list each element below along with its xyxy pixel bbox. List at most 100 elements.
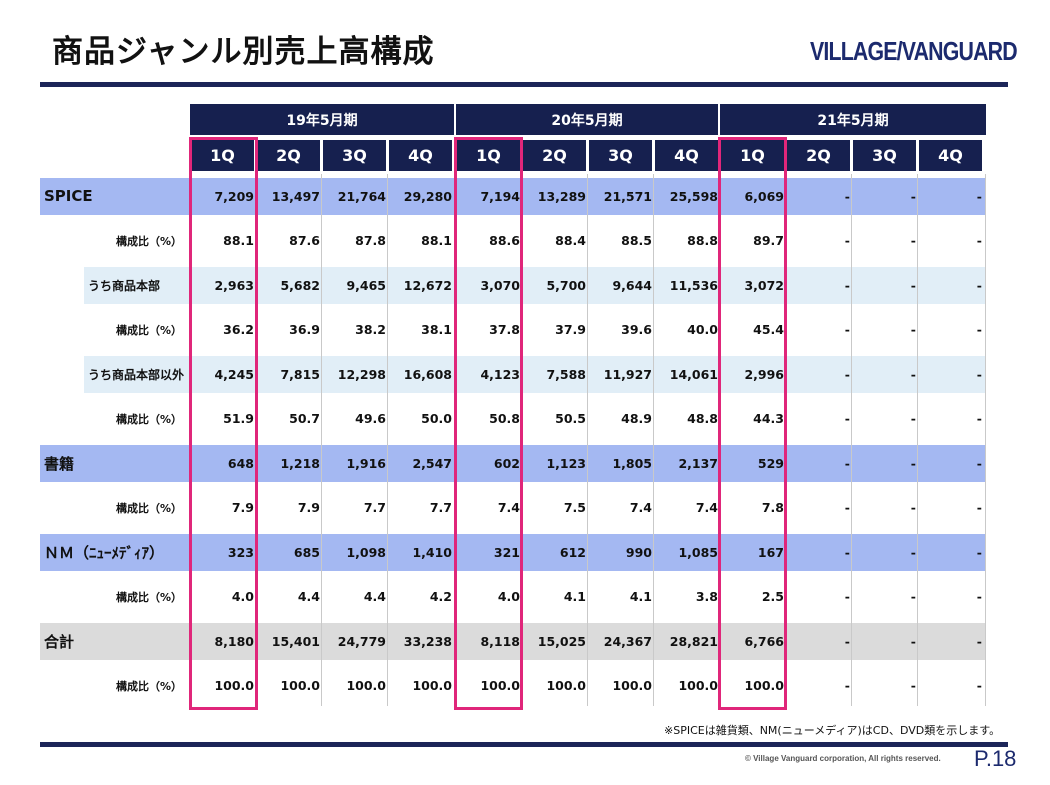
table-cell: 48.8 bbox=[687, 411, 718, 427]
table-cell: 88.4 bbox=[555, 233, 586, 249]
table-cell: 24,367 bbox=[603, 633, 652, 649]
table-cell: 7,209 bbox=[214, 188, 254, 204]
table-cell: - bbox=[976, 500, 982, 516]
table-cell: 15,401 bbox=[271, 633, 320, 649]
table-cell: 38.1 bbox=[421, 322, 452, 338]
row-band bbox=[40, 534, 986, 571]
table-cell: - bbox=[910, 322, 916, 338]
table-cell: - bbox=[910, 188, 916, 204]
table-cell: 100.0 bbox=[612, 678, 652, 694]
table-cell: 88.8 bbox=[687, 233, 718, 249]
column-separator bbox=[321, 174, 322, 706]
table-cell: 8,118 bbox=[480, 633, 520, 649]
table-cell: - bbox=[910, 633, 916, 649]
row-label: 書籍 bbox=[44, 454, 75, 473]
table-cell: 33,238 bbox=[403, 633, 452, 649]
table-cell: 24,779 bbox=[337, 633, 386, 649]
table-cell: - bbox=[844, 589, 850, 605]
table-cell: 100.0 bbox=[280, 678, 320, 694]
column-separator bbox=[387, 174, 388, 706]
table-cell: - bbox=[910, 277, 916, 293]
table-cell: 49.6 bbox=[355, 411, 386, 427]
table-cell: - bbox=[910, 589, 916, 605]
table-cell: 990 bbox=[625, 544, 652, 560]
column-separator bbox=[985, 174, 986, 706]
table-cell: 16,608 bbox=[403, 366, 452, 382]
table-cell: - bbox=[976, 277, 982, 293]
table-cell: 12,298 bbox=[337, 366, 386, 382]
table-cell: 100.0 bbox=[346, 678, 386, 694]
page-title: 商品ジャンル別売上高構成 bbox=[52, 34, 435, 70]
table-cell: 51.9 bbox=[223, 411, 254, 427]
table-cell: 6,069 bbox=[744, 188, 784, 204]
table-cell: 529 bbox=[757, 455, 784, 471]
year-header: 20年5月期 bbox=[456, 104, 718, 135]
quarter-header: 2Q bbox=[787, 140, 850, 171]
quarter-header: 2Q bbox=[523, 140, 586, 171]
quarter-header: 2Q bbox=[257, 140, 320, 171]
footnote: ※SPICEは雑貨類、NM(ニューメディア)はCD、DVD類を示します。 bbox=[664, 724, 1001, 737]
table-cell: 3,070 bbox=[480, 277, 520, 293]
table-cell: 7,588 bbox=[546, 366, 586, 382]
table-cell: 1,098 bbox=[346, 544, 386, 560]
highlight-box-1q bbox=[454, 137, 523, 710]
table-cell: 50.0 bbox=[421, 411, 452, 427]
table-cell: 100.0 bbox=[678, 678, 718, 694]
table-cell: 167 bbox=[757, 544, 784, 560]
table-cell: - bbox=[910, 678, 916, 694]
table-cell: 4,245 bbox=[214, 366, 254, 382]
table-cell: 5,700 bbox=[546, 277, 586, 293]
table-cell: 4.2 bbox=[429, 589, 452, 605]
table-cell: 1,410 bbox=[412, 544, 452, 560]
row-label: 構成比（%） bbox=[116, 590, 183, 604]
row-band bbox=[40, 445, 986, 482]
table-cell: 14,061 bbox=[669, 366, 718, 382]
table-cell: - bbox=[976, 633, 982, 649]
table-cell: 21,571 bbox=[603, 188, 652, 204]
table-cell: 11,536 bbox=[669, 277, 718, 293]
table-cell: 7.5 bbox=[563, 500, 586, 516]
table-cell: - bbox=[910, 233, 916, 249]
table-cell: 50.7 bbox=[289, 411, 320, 427]
table-cell: - bbox=[910, 411, 916, 427]
table-cell: 37.9 bbox=[555, 322, 586, 338]
table-cell: 685 bbox=[293, 544, 320, 560]
table-cell: 100.0 bbox=[480, 678, 520, 694]
row-label: 構成比（%） bbox=[116, 501, 183, 515]
table-cell: - bbox=[976, 589, 982, 605]
copyright-text: © Village Vanguard corporation, All righ… bbox=[745, 754, 941, 763]
table-cell: - bbox=[910, 544, 916, 560]
table-cell: 2,137 bbox=[678, 455, 718, 471]
row-label: 構成比（%） bbox=[116, 234, 183, 248]
table-cell: 13,497 bbox=[271, 188, 320, 204]
table-cell: - bbox=[976, 678, 982, 694]
table-cell: 1,218 bbox=[280, 455, 320, 471]
header-rule bbox=[40, 82, 1008, 87]
column-separator bbox=[851, 174, 852, 706]
table-cell: - bbox=[844, 678, 850, 694]
table-cell: 1,916 bbox=[346, 455, 386, 471]
table-cell: 4.4 bbox=[363, 589, 386, 605]
table-cell: 88.6 bbox=[489, 233, 520, 249]
table-cell: 50.8 bbox=[489, 411, 520, 427]
quarter-header: 3Q bbox=[853, 140, 916, 171]
highlight-box-1q bbox=[189, 137, 258, 710]
table-cell: - bbox=[976, 455, 982, 471]
row-label: うち商品本部以外 bbox=[88, 367, 185, 382]
highlight-box-1q bbox=[718, 137, 787, 710]
row-label: 構成比（%） bbox=[116, 679, 183, 693]
table-cell: 612 bbox=[559, 544, 586, 560]
table-cell: 100.0 bbox=[744, 678, 784, 694]
table-cell: 7,815 bbox=[280, 366, 320, 382]
table-cell: - bbox=[976, 188, 982, 204]
row-band bbox=[84, 267, 986, 304]
table-cell: 88.1 bbox=[223, 233, 254, 249]
row-label: 構成比（%） bbox=[116, 323, 183, 337]
table-cell: - bbox=[844, 455, 850, 471]
table-cell: 7.8 bbox=[761, 500, 784, 516]
table-cell: - bbox=[844, 277, 850, 293]
quarter-header: 1Q bbox=[191, 140, 254, 171]
table-cell: - bbox=[976, 322, 982, 338]
row-band bbox=[40, 178, 986, 215]
table-cell: - bbox=[910, 455, 916, 471]
